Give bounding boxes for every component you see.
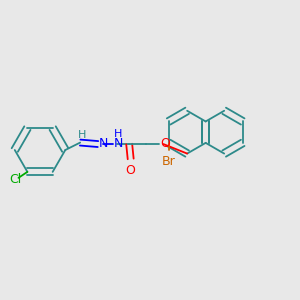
Text: H: H [77,130,86,140]
Text: H: H [114,129,122,139]
Text: N: N [114,137,123,150]
Text: N: N [99,137,108,150]
Text: Cl: Cl [9,173,22,186]
Text: Br: Br [162,155,176,168]
Text: O: O [126,164,136,177]
Text: O: O [160,137,170,150]
